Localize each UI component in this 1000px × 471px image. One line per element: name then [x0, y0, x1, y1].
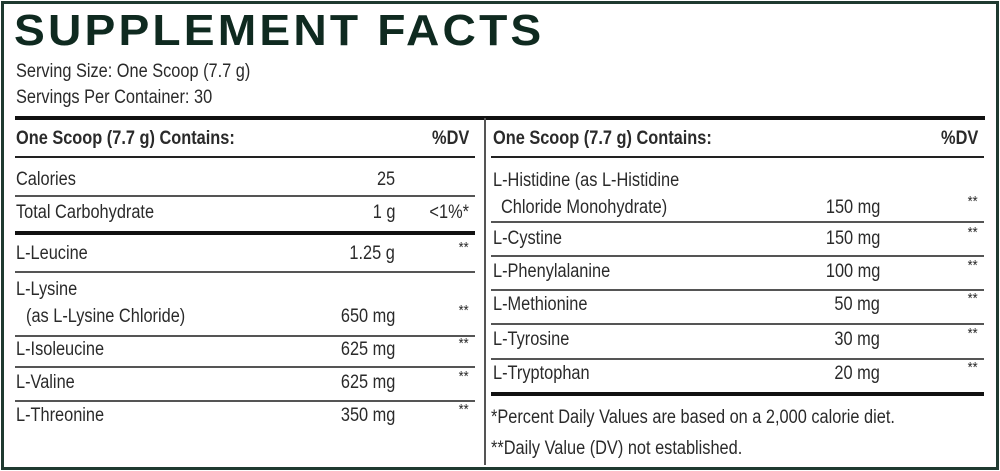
nutrient-amount: 20 mg	[834, 363, 880, 384]
nutrient-dv: <1%*	[429, 202, 469, 223]
nutrient-dv: **	[967, 257, 978, 274]
row-rule	[491, 255, 984, 257]
left-dv-header: %DV	[431, 128, 469, 149]
right-header-rule	[491, 156, 984, 158]
nutrient-name: L-Methionine	[493, 294, 588, 315]
row-rule	[491, 358, 984, 360]
nutrient-dv: **	[967, 359, 978, 376]
nutrient-name: L-Isoleucine	[16, 339, 105, 360]
nutrient-dv: **	[458, 302, 469, 319]
footnote-dv-not-established: **Daily Value (DV) not established.	[491, 438, 743, 459]
nutrient-name: L-Leucine	[16, 243, 88, 264]
top-thick-rule	[15, 116, 985, 120]
nutrient-dv: **	[458, 368, 469, 385]
nutrient-amount: 50 mg	[834, 294, 880, 315]
nutrient-amount: 350 mg	[340, 405, 395, 426]
footnote-percent-dv: *Percent Daily Values are based on a 2,0…	[491, 407, 895, 428]
servings-per-container: Servings Per Container: 30	[16, 87, 213, 108]
nutrient-amount: 650 mg	[340, 306, 395, 327]
nutrient-name: L-Tyrosine	[493, 329, 570, 350]
nutrient-amount: 100 mg	[825, 261, 880, 282]
row-rule	[15, 366, 475, 368]
nutrient-dv: **	[967, 290, 978, 307]
nutrient-name: L-Threonine	[16, 405, 105, 426]
nutrient-amount: 1.25 g	[349, 243, 395, 264]
nutrient-name: L-Lysine	[16, 279, 78, 300]
nutrient-name: L-Tryptophan	[493, 363, 590, 384]
row-rule	[491, 323, 984, 325]
nutrient-name: (as L-Lysine Chloride)	[26, 306, 186, 327]
nutrient-dv: **	[967, 224, 978, 241]
left-header-rule	[15, 156, 475, 158]
row-rule	[15, 195, 475, 197]
nutrient-name: L-Cystine	[493, 228, 563, 249]
nutrient-dv: **	[458, 401, 469, 418]
nutrient-name: L-Phenylalanine	[493, 261, 611, 282]
right-dv-header: %DV	[940, 128, 978, 149]
nutrient-amount: 625 mg	[340, 339, 395, 360]
nutrient-name: L-Histidine (as L-Histidine	[493, 170, 680, 191]
nutrient-amount: 150 mg	[825, 228, 880, 249]
row-rule	[491, 289, 984, 291]
nutrient-amount: 1 g	[372, 202, 395, 223]
nutrient-amount: 25	[376, 169, 395, 190]
row-rule	[15, 271, 475, 273]
row-rule	[491, 221, 984, 223]
serving-size: Serving Size: One Scoop (7.7 g)	[16, 61, 251, 82]
nutrient-name: Chloride Monohydrate)	[501, 197, 668, 218]
row-rule	[15, 335, 475, 337]
nutrient-amount: 625 mg	[340, 372, 395, 393]
row-rule	[15, 400, 475, 402]
nutrient-name: Total Carbohydrate	[16, 202, 155, 223]
nutrient-dv: **	[967, 325, 978, 342]
section-thick-rule	[491, 392, 984, 396]
nutrient-amount: 150 mg	[825, 197, 880, 218]
right-header: One Scoop (7.7 g) Contains:	[493, 128, 712, 149]
column-divider	[484, 118, 486, 465]
nutrient-dv: **	[458, 335, 469, 352]
nutrient-amount: 30 mg	[834, 329, 880, 350]
left-header: One Scoop (7.7 g) Contains:	[16, 128, 235, 149]
nutrient-name: Calories	[16, 169, 76, 190]
panel-title: SUPPLEMENT FACTS	[14, 6, 545, 55]
nutrient-name: L-Valine	[16, 372, 75, 393]
nutrient-dv: **	[967, 193, 978, 210]
section-thick-rule	[15, 231, 475, 235]
nutrient-dv: **	[458, 239, 469, 256]
